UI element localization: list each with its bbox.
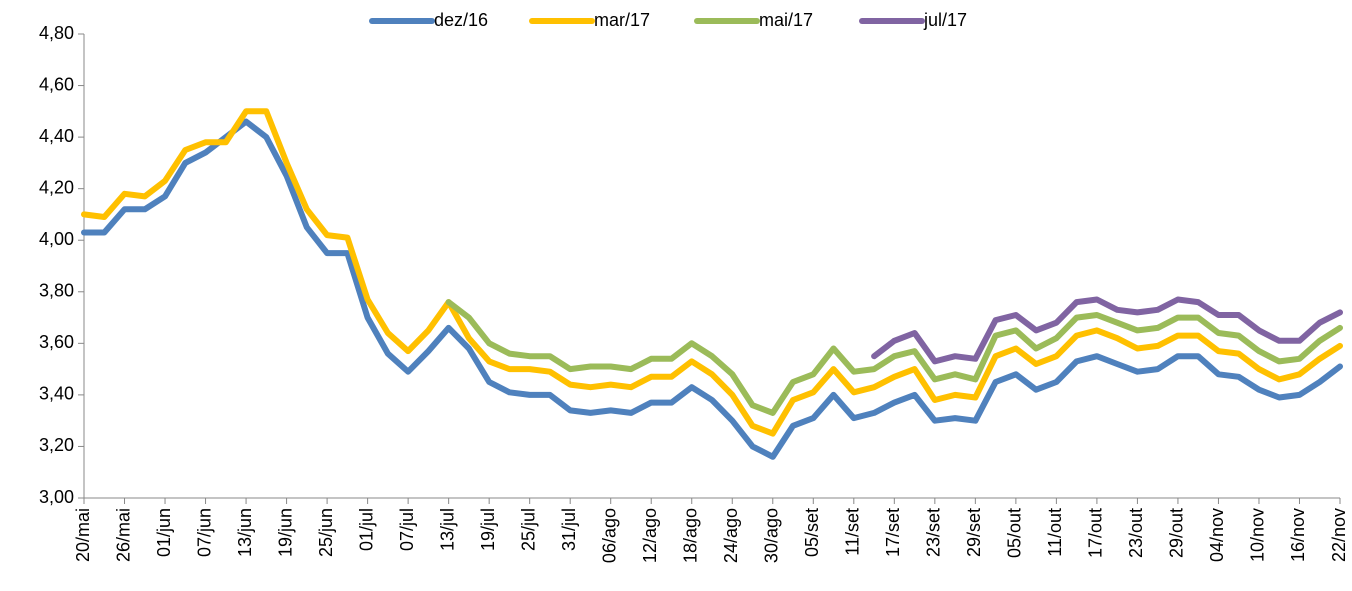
series-line (81, 118, 1343, 460)
y-tick-label: 3,60 (39, 332, 74, 352)
x-tick-label: 29/out (1167, 508, 1187, 558)
x-tick-label: 05/set (802, 508, 822, 557)
series-line (871, 296, 1343, 365)
y-tick-label: 4,40 (39, 126, 74, 146)
x-tick-label: 16/nov (1288, 508, 1308, 562)
legend-label: mai/17 (759, 10, 813, 30)
x-tick-label: 20/mai (73, 508, 93, 562)
y-tick-label: 4,80 (39, 23, 74, 43)
x-tick-label: 07/jul (397, 508, 417, 551)
x-tick-label: 10/nov (1248, 508, 1268, 562)
series-line (445, 299, 1343, 416)
legend-label: jul/17 (923, 10, 967, 30)
y-tick-label: 3,20 (39, 435, 74, 455)
x-tick-label: 25/jul (518, 508, 538, 551)
y-tick-label: 4,60 (39, 74, 74, 94)
x-tick-label: 29/set (964, 508, 984, 557)
x-tick-label: 26/mai (113, 508, 133, 562)
x-tick-label: 01/jun (154, 508, 174, 557)
x-tick-label: 05/out (1005, 508, 1025, 558)
legend-label: mar/17 (594, 10, 650, 30)
series-line (81, 108, 1343, 437)
x-tick-label: 25/jun (316, 508, 336, 557)
y-tick-label: 4,00 (39, 229, 74, 249)
x-tick-label: 12/ago (640, 508, 660, 563)
x-tick-label: 19/jul (478, 508, 498, 551)
y-tick-label: 3,40 (39, 384, 74, 404)
x-tick-label: 01/jul (356, 508, 376, 551)
y-tick-label: 4,20 (39, 177, 74, 197)
x-tick-label: 13/jun (235, 508, 255, 557)
x-tick-label: 13/jul (437, 508, 457, 551)
legend-label: dez/16 (434, 10, 488, 30)
y-tick-label: 3,00 (39, 487, 74, 507)
x-tick-label: 06/ago (599, 508, 619, 563)
x-tick-label: 17/out (1086, 508, 1106, 558)
x-tick-label: 24/ago (721, 508, 741, 563)
x-tick-label: 18/ago (680, 508, 700, 563)
x-tick-label: 19/jun (275, 508, 295, 557)
y-tick-label: 3,80 (39, 281, 74, 301)
x-tick-label: 31/jul (559, 508, 579, 551)
x-tick-label: 11/out (1045, 508, 1065, 557)
x-tick-label: 22/nov (1329, 508, 1349, 562)
x-tick-label: 30/ago (762, 508, 782, 563)
x-tick-label: 23/out (1126, 508, 1146, 558)
x-tick-label: 07/jun (194, 508, 214, 557)
x-tick-label: 11/set (843, 508, 863, 556)
x-tick-label: 23/set (924, 508, 944, 557)
x-tick-label: 17/set (883, 508, 903, 557)
x-tick-label: 04/nov (1207, 508, 1227, 562)
